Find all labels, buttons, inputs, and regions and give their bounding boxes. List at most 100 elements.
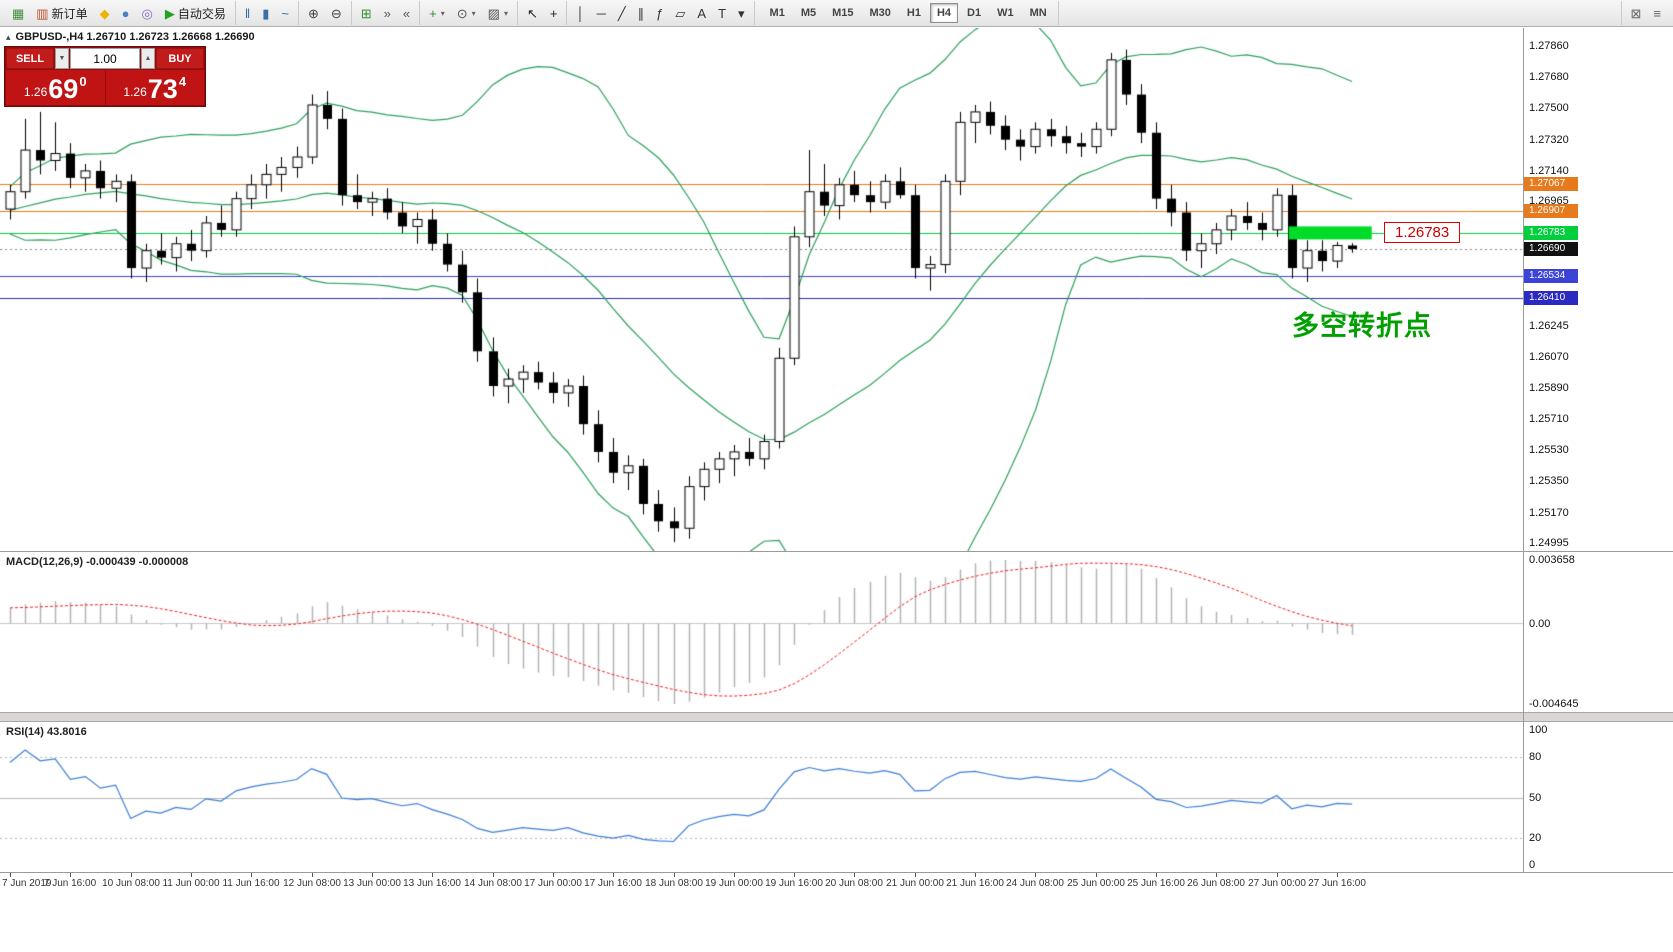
price-axis-label: 1.27320 xyxy=(1529,133,1569,146)
volume-input[interactable] xyxy=(70,48,140,69)
price-chart-canvas[interactable] xyxy=(0,28,1523,551)
mql-wizard-button[interactable]: ◆ xyxy=(95,2,115,24)
line-chart-icon: ~ xyxy=(281,5,289,21)
shapes-button[interactable]: ▱ xyxy=(670,2,690,24)
time-axis-tick xyxy=(975,873,976,877)
volume-decrease-button[interactable]: ▼ xyxy=(55,48,69,69)
market-button[interactable]: ● xyxy=(117,2,135,24)
timeframe-d1-button[interactable]: D1 xyxy=(960,3,988,23)
price-callout-label: 1.26783 xyxy=(1384,222,1461,243)
toolbar: ▦ ▥ 新订单 ◆ ● ◎ ▶ 自动交易 ‖ ▮ ~ ⊕ ⊖ ⊞» «+ ▾ ⊙ ▾ ▨ ▾ ↖ + │ ─ ╱ ∥ ƒ ▱ A T ▾ M1… xyxy=(0,0,1673,27)
tile-windows-button[interactable]: ⊞ xyxy=(356,2,377,24)
line-chart-button[interactable]: ~ xyxy=(276,2,294,24)
periods-button[interactable]: ⊙ ▾ xyxy=(452,2,481,24)
timeframe-w1-button[interactable]: W1 xyxy=(990,3,1021,23)
timeframe-m1-button[interactable]: M1 xyxy=(763,3,792,23)
auto-scroll-button[interactable]: » xyxy=(379,2,396,24)
chart-shift-button[interactable]: « xyxy=(398,2,415,24)
time-axis[interactable]: 7 Jun 2019 7 Jun 16:00 10 Jun 08:00 11 Jun … xyxy=(0,872,1673,893)
price-axis-label: 1.25530 xyxy=(1529,444,1569,457)
timeframe-m30-button[interactable]: M30 xyxy=(863,3,898,23)
macd-axis-label: -0.004645 xyxy=(1529,698,1579,710)
timeframe-mn-button[interactable]: MN xyxy=(1023,3,1054,23)
candlestick-chart-button[interactable]: ▮ xyxy=(257,2,274,24)
bar-chart-icon: ‖ xyxy=(244,5,251,21)
macd-axis-label: 0.00 xyxy=(1529,617,1551,630)
time-axis-tick xyxy=(1216,873,1217,877)
zoom-in-button[interactable]: ⊕ xyxy=(303,2,324,24)
new-order-icon: ▥ xyxy=(36,5,49,21)
data-window-button[interactable]: ⊠ xyxy=(1626,2,1647,24)
data-window-icon: ⊠ xyxy=(1630,5,1642,21)
autotrading-button[interactable]: ▶ 自动交易 xyxy=(160,2,231,24)
time-axis-label: 17 Jun 00:00 xyxy=(524,878,582,889)
toolbar-group: + ▾ ⊙ ▾ ▨ ▾ xyxy=(420,1,518,25)
text-label-button[interactable]: T xyxy=(713,2,731,24)
time-axis-label: 18 Jun 08:00 xyxy=(645,878,703,889)
volume-increase-button[interactable]: ▲ xyxy=(141,48,155,69)
timeframe-h1-button[interactable]: H1 xyxy=(900,3,928,23)
vertical-line-button[interactable]: │ xyxy=(571,2,589,24)
time-axis-label: 20 Jun 08:00 xyxy=(825,878,883,889)
rsi-indicator-canvas[interactable] xyxy=(0,722,1523,872)
arrows-icon: ▾ xyxy=(738,5,745,21)
one-click-collapse-button[interactable]: ▴ xyxy=(6,31,11,42)
time-axis-label: 7 Jun 2019 xyxy=(2,878,52,889)
templates-button[interactable]: ▨ ▾ xyxy=(483,2,513,24)
time-axis-tick xyxy=(251,873,252,877)
auto-scroll-icon: » xyxy=(383,5,391,21)
new-chart-button[interactable]: ▦ xyxy=(7,2,29,24)
timeframe-h4-button[interactable]: H4 xyxy=(929,3,959,23)
indicators-button[interactable]: + ▾ xyxy=(424,2,450,24)
zoom-out-button[interactable]: ⊖ xyxy=(326,2,347,24)
arrows-button[interactable]: ▾ xyxy=(733,2,750,24)
buy-price-display[interactable]: 1.26 73 4 xyxy=(105,70,204,105)
macd-rsi-splitter[interactable] xyxy=(0,712,1673,722)
time-axis-label: 17 Jun 16:00 xyxy=(584,878,642,889)
timeframe-m15-button[interactable]: M15 xyxy=(825,3,860,23)
price-axis-border xyxy=(1523,28,1524,890)
bar-chart-button[interactable]: ‖ xyxy=(240,2,255,24)
price-axis-label: 1.27680 xyxy=(1529,71,1569,84)
mql-wizard-icon: ◆ xyxy=(99,5,110,21)
equidistant-channel-button[interactable]: ∥ xyxy=(633,2,650,24)
sell-button[interactable]: SELL xyxy=(6,48,54,69)
price-axis-label: 1.27140 xyxy=(1529,164,1569,177)
timeframe-m5-button[interactable]: M5 xyxy=(794,3,823,23)
buy-price-big-digits: 73 xyxy=(147,74,178,104)
macd-indicator-canvas[interactable] xyxy=(0,552,1523,712)
cursor-button[interactable]: ↖ xyxy=(522,2,543,24)
time-axis-tick xyxy=(915,873,916,877)
time-axis-label: 24 Jun 08:00 xyxy=(1006,878,1064,889)
timeframe-group: M1 M5 M15 M30 H1 H4 D1 W1 MN xyxy=(759,1,1059,25)
toolbar-right-group: ⊠ ≡ xyxy=(1620,1,1671,25)
fibonacci-button[interactable]: ƒ xyxy=(651,2,668,24)
price-axis-label: 1.25890 xyxy=(1529,381,1569,394)
buy-button[interactable]: BUY xyxy=(156,48,204,69)
rsi-indicator-label: RSI(14) 43.8016 xyxy=(6,726,87,738)
chart-shift-icon: « xyxy=(402,5,411,21)
price-axis-label: 1.27500 xyxy=(1529,102,1569,115)
new-order-button[interactable]: ▥ 新订单 xyxy=(31,2,92,24)
community-button[interactable]: ◎ xyxy=(136,2,157,24)
toolbar-group: ↖ + xyxy=(518,1,568,25)
time-axis-label: 13 Jun 16:00 xyxy=(403,878,461,889)
toolbar-group: ▦ ▥ 新订单 ◆ ● ◎ ▶ 自动交易 xyxy=(3,1,236,25)
trade-panel-header-row: SELL ▼ ▲ BUY xyxy=(6,48,204,69)
trendline-button[interactable]: ╱ xyxy=(613,2,631,24)
text-button[interactable]: A xyxy=(692,2,711,24)
chart-ohlc-title: GBPUSD-,H4 1.26710 1.26723 1.26668 1.266… xyxy=(15,31,255,43)
trendline-icon: ╱ xyxy=(617,5,626,21)
sell-price-display[interactable]: 1.26 69 0 xyxy=(6,70,105,105)
time-axis-tick xyxy=(553,873,554,877)
horizontal-line-button[interactable]: ─ xyxy=(592,2,611,24)
crosshair-icon: + xyxy=(549,5,558,21)
crosshair-button[interactable]: + xyxy=(545,2,563,24)
object-list-button[interactable]: ≡ xyxy=(1648,2,1666,24)
new-chart-icon: ▦ xyxy=(12,5,25,21)
one-click-trading-panel: SELL ▼ ▲ BUY 1.26 69 0 1.26 73 4 xyxy=(4,46,206,107)
rsi-axis-label: 0 xyxy=(1529,859,1536,871)
fibonacci-icon: ƒ xyxy=(656,5,664,21)
templates-icon: ▨ xyxy=(487,5,500,21)
time-axis-tick xyxy=(372,873,373,877)
